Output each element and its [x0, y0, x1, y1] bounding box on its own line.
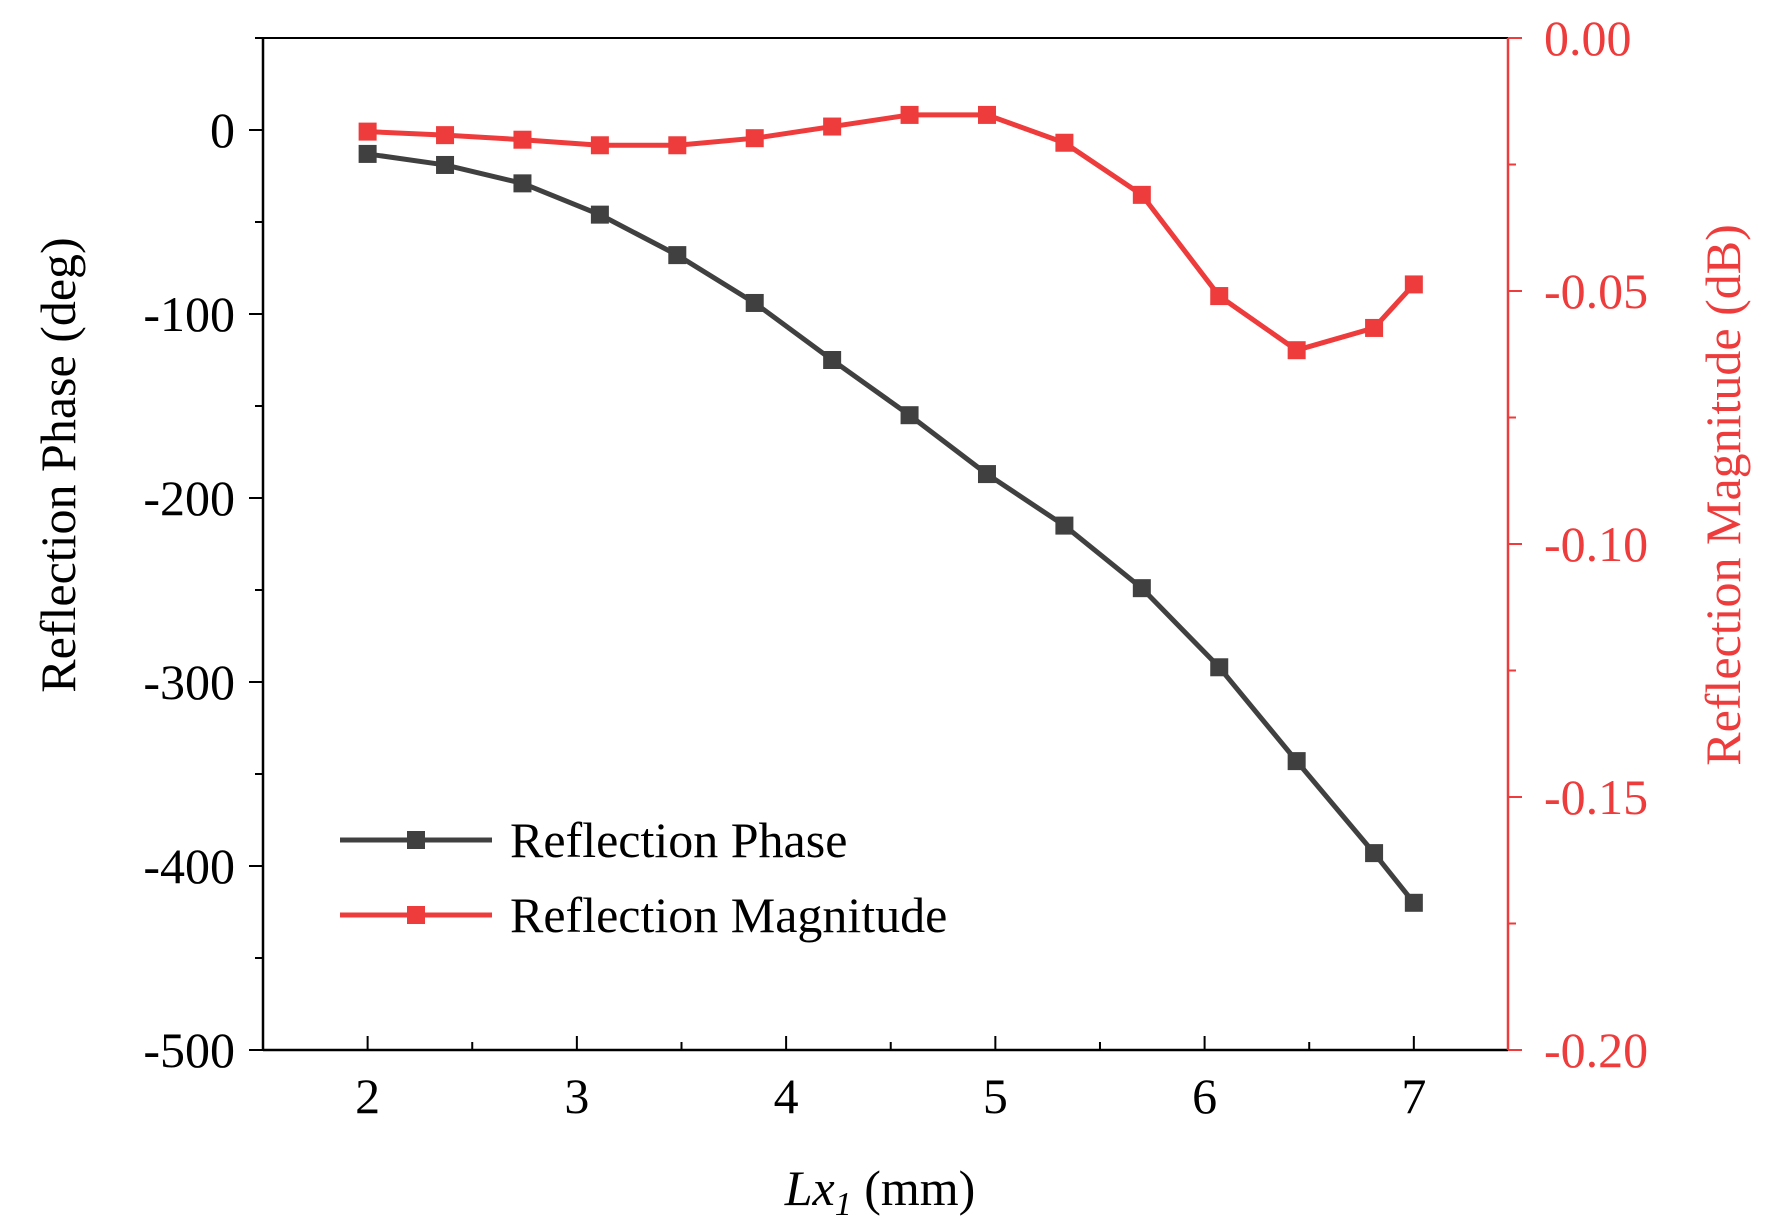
reflection-magnitude-point: [1132, 185, 1151, 204]
legend: Reflection Phase Reflection Magnitude: [340, 812, 947, 943]
y-right-axis-ticks: 0.00 -0.05 -0.10 -0.15 -0.20: [1508, 10, 1648, 1078]
x-tick-label: 6: [1192, 1068, 1217, 1124]
x-axis-title-unit: (mm): [852, 1160, 976, 1216]
legend-reflection-magnitude-swatch-marker: [407, 906, 425, 924]
reflection-magnitude-point: [977, 105, 996, 124]
reflection-magnitude-point: [513, 130, 532, 149]
y-left-tick-label: 0: [210, 102, 235, 158]
legend-reflection-magnitude-label: Reflection Magnitude: [510, 887, 947, 943]
reflection-phase-point: [1287, 752, 1306, 771]
reflection-magnitude-point: [745, 129, 764, 148]
reflection-phase-point: [900, 406, 919, 425]
y-left-tick-label: -400: [143, 838, 235, 894]
reflection-magnitude-point: [1404, 275, 1423, 294]
reflection-phase-point: [1404, 893, 1423, 912]
reflection-phase-point: [745, 293, 764, 312]
reflection-magnitude-point: [900, 105, 919, 124]
y-left-tick-label: -300: [143, 654, 235, 710]
x-tick-label: 4: [774, 1068, 799, 1124]
x-axis-title: Lx1 (mm): [784, 1160, 976, 1221]
x-tick-label: 3: [564, 1068, 589, 1124]
y-right-tick-label: -0.10: [1544, 516, 1648, 572]
reflection-phase-point: [977, 465, 996, 484]
y-left-axis-title: Reflection Phase (deg): [30, 237, 86, 692]
reflection-magnitude-point: [668, 136, 687, 155]
legend-reflection-phase-swatch-marker: [407, 831, 425, 849]
reflection-phase-point: [1132, 579, 1151, 598]
x-tick-label: 2: [355, 1068, 380, 1124]
reflection-magnitude-point: [590, 136, 609, 155]
y-right-tick-label: 0.00: [1544, 10, 1632, 66]
y-left-tick-label: -100: [143, 286, 235, 342]
reflection-phase-point: [1210, 658, 1229, 677]
reflection-magnitude-point: [358, 122, 377, 141]
y-right-tick-label: -0.20: [1544, 1022, 1648, 1078]
reflection-phase-point: [513, 174, 532, 193]
y-left-tick-label: -500: [143, 1022, 235, 1078]
reflection-phase-point: [668, 246, 687, 265]
reflection-magnitude-point: [1287, 341, 1306, 360]
reflection-magnitude-point: [1365, 318, 1384, 337]
x-axis-title-subscript: 1: [835, 1186, 852, 1221]
series-layer: [358, 105, 1423, 912]
x-tick-label: 7: [1401, 1068, 1426, 1124]
x-tick-label: 5: [983, 1068, 1008, 1124]
reflection-magnitude-point: [436, 126, 455, 145]
reflection-phase-point: [436, 155, 455, 174]
y-right-tick-label: -0.15: [1544, 769, 1648, 825]
reflection-phase-point: [1365, 844, 1384, 863]
reflection-magnitude-point: [1210, 287, 1229, 306]
reflection-phase-point: [590, 205, 609, 224]
reflection-phase-point: [823, 351, 842, 369]
y-right-axis-title: Reflection Magnitude (dB): [1695, 224, 1751, 766]
reflection-magnitude-point: [1055, 133, 1074, 152]
reflection-magnitude-point: [823, 117, 842, 136]
reflection-magnitude-line: [367, 112, 1416, 353]
x-axis-title-symbol: Lx: [784, 1160, 835, 1216]
y-left-axis-ticks: 0 -100 -200 -300 -400 -500: [143, 37, 263, 1078]
reflection-phase-point: [1055, 516, 1074, 535]
reflection-phase-point: [358, 144, 377, 163]
y-right-tick-label: -0.05: [1544, 263, 1648, 319]
x-axis-ticks: 2 3 4 5 6 7: [355, 1036, 1426, 1124]
legend-reflection-phase-label: Reflection Phase: [510, 812, 847, 868]
reflection-phase-line: [367, 151, 1416, 905]
y-left-tick-label: -200: [143, 470, 235, 526]
